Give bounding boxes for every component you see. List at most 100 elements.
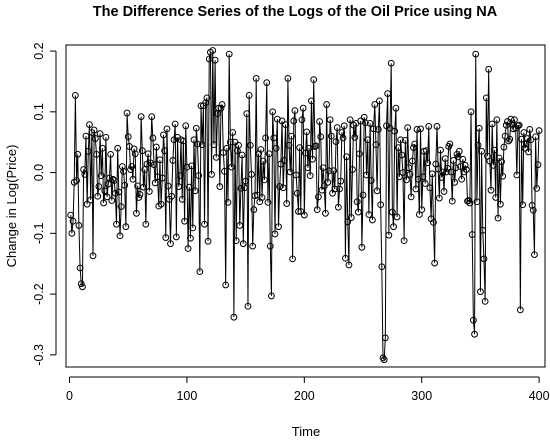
data-point: [161, 147, 169, 155]
data-point: [316, 118, 323, 125]
data-point: [236, 222, 244, 229]
data-point: [83, 200, 91, 208]
y-tick-label: -0.3: [32, 344, 46, 366]
data-point: [533, 184, 541, 192]
x-tick-label: 300: [411, 389, 432, 403]
data-point: [102, 133, 110, 141]
data-point: [219, 149, 227, 156]
data-point: [373, 187, 381, 195]
data-point: [268, 292, 275, 300]
data-point: [474, 141, 482, 149]
data-point: [272, 144, 280, 152]
data-point: [141, 166, 149, 173]
data-point: [210, 141, 218, 149]
data-point: [79, 283, 86, 291]
data-point: [115, 188, 123, 196]
data-point: [183, 163, 191, 171]
data-point: [212, 154, 220, 161]
data-point: [130, 145, 138, 153]
data-point: [439, 168, 447, 176]
data-point: [302, 149, 309, 157]
data-point: [322, 209, 329, 217]
data-point: [223, 144, 231, 152]
data-point: [217, 104, 225, 112]
data-point: [158, 174, 166, 182]
series-line: [70, 50, 540, 362]
y-tick-label: 0.2: [32, 42, 46, 59]
data-point: [263, 79, 271, 87]
data-point: [129, 175, 137, 183]
data-point: [467, 108, 475, 116]
data-point: [244, 302, 252, 310]
data-point: [325, 167, 333, 175]
data-point: [203, 94, 211, 102]
data-point: [118, 163, 126, 170]
data-point: [121, 181, 129, 189]
data-point: [372, 141, 380, 149]
data-point: [500, 143, 508, 151]
data-point: [76, 264, 84, 272]
data-point: [501, 132, 509, 140]
data-point: [447, 168, 455, 176]
data-point: [235, 141, 242, 149]
data-point: [482, 94, 490, 102]
data-point: [110, 177, 118, 184]
data-point: [261, 176, 268, 184]
data-point: [511, 116, 518, 124]
x-tick-label: 0: [66, 389, 73, 403]
data-point: [101, 187, 109, 195]
data-point: [330, 167, 338, 175]
data-point: [262, 134, 269, 142]
data-point: [216, 183, 224, 190]
data-point: [532, 133, 540, 141]
data-point: [243, 110, 251, 118]
data-point: [396, 173, 403, 181]
data-point: [435, 194, 443, 202]
data-point: [82, 132, 90, 140]
data-point: [331, 185, 339, 193]
data-point: [149, 134, 157, 142]
data-point: [266, 242, 274, 250]
data-point: [108, 197, 116, 204]
data-point: [84, 147, 92, 155]
data-point: [188, 162, 196, 170]
data-point: [249, 242, 257, 250]
data-point: [337, 177, 345, 185]
data-point: [390, 223, 397, 231]
data-point: [95, 183, 103, 190]
series-group: [67, 47, 543, 364]
data-point: [452, 164, 460, 172]
data-point: [90, 126, 98, 134]
data-point: [258, 194, 266, 201]
data-point: [228, 163, 235, 171]
data-point: [472, 50, 480, 58]
data-point: [359, 191, 367, 199]
data-point: [340, 122, 348, 130]
data-point: [248, 171, 255, 178]
data-point: [157, 200, 165, 208]
data-point: [468, 231, 476, 238]
data-point: [393, 213, 401, 221]
data-point: [525, 148, 532, 156]
data-point: [531, 251, 538, 259]
data-point: [380, 356, 388, 364]
data-point: [277, 160, 285, 168]
data-point: [477, 288, 484, 296]
data-point: [319, 164, 327, 172]
data-point: [403, 176, 410, 184]
data-point: [351, 133, 359, 141]
data-point: [128, 163, 136, 170]
data-point: [349, 166, 356, 173]
data-point: [168, 192, 176, 200]
data-point: [185, 183, 193, 191]
data-point: [138, 147, 146, 155]
data-point: [363, 171, 370, 179]
data-point: [391, 127, 399, 135]
data-point: [433, 123, 441, 130]
data-point: [499, 172, 507, 180]
data-point: [407, 193, 415, 201]
data-point: [473, 198, 481, 206]
data-point: [469, 316, 477, 324]
data-point: [153, 143, 160, 151]
data-point: [365, 211, 373, 218]
